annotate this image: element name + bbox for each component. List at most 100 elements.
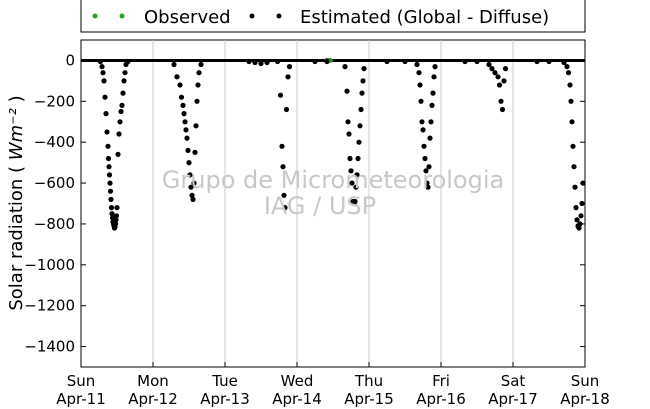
point-estimated — [99, 64, 105, 70]
point-estimated — [125, 58, 131, 65]
point-estimated — [113, 217, 119, 223]
point-estimated — [429, 102, 435, 108]
x-tick-label-date: Apr-13 — [200, 390, 250, 408]
point-estimated — [286, 64, 293, 70]
point-estimated — [193, 123, 199, 129]
point-estimated — [189, 192, 195, 198]
point-estimated — [186, 160, 192, 166]
point-estimated — [474, 58, 480, 65]
point-estimated — [384, 58, 390, 65]
point-estimated — [564, 64, 570, 70]
point-estimated — [492, 70, 498, 76]
point-estimated — [116, 131, 122, 137]
watermark-logo: Grupo de Micrometeorologia IAG / USP — [162, 166, 504, 220]
point-estimated — [118, 108, 124, 115]
point-estimated — [174, 74, 180, 80]
point-estimated — [346, 131, 352, 137]
point-estimated — [281, 192, 287, 198]
point-estimated — [570, 143, 576, 149]
x-tick-label-day: Fri — [432, 372, 450, 390]
point-estimated — [571, 164, 577, 170]
point-estimated — [283, 106, 290, 113]
point-estimated — [195, 82, 201, 88]
point-estimated — [360, 78, 366, 84]
point-estimated — [188, 184, 194, 190]
point-estimated — [345, 119, 351, 125]
y-axis-unit: Wm⁻² — [6, 108, 27, 160]
point-estimated — [180, 102, 186, 108]
point-estimated — [274, 58, 281, 65]
point-estimated — [198, 61, 204, 68]
point-estimated — [112, 221, 119, 227]
svg-text:Grupo de Micrometeorologia: Grupo de Micrometeorologia — [162, 166, 504, 194]
point-estimated — [430, 90, 436, 96]
point-estimated — [107, 188, 114, 194]
x-tick-label-day: Tue — [211, 372, 238, 390]
point-estimated — [97, 58, 104, 65]
svg-text:IAG / USP: IAG / USP — [264, 192, 376, 220]
point-estimated — [423, 168, 429, 174]
point-estimated — [422, 155, 428, 162]
point-estimated — [502, 66, 509, 72]
point-estimated — [425, 184, 431, 190]
point-estimated — [420, 127, 426, 133]
legend-box — [80, 0, 586, 33]
point-estimated — [427, 135, 433, 141]
point-estimated — [107, 180, 113, 186]
data-points — [97, 57, 586, 231]
point-estimated — [462, 58, 468, 65]
legend-marker-estimated — [249, 13, 255, 19]
point-estimated — [499, 106, 506, 113]
point-estimated — [353, 184, 359, 190]
point-estimated — [426, 164, 432, 170]
y-tick-label: −800 — [34, 215, 75, 233]
point-estimated — [565, 70, 572, 76]
x-tick-label-day: Sat — [501, 372, 526, 390]
point-estimated — [496, 82, 503, 88]
point-estimated — [187, 172, 193, 178]
point-estimated — [495, 74, 501, 80]
point-estimated — [104, 129, 110, 135]
legend: Observed Estimated (Global - Diffuse) — [80, 0, 586, 33]
point-estimated — [121, 78, 127, 84]
point-estimated — [103, 111, 109, 117]
point-estimated — [119, 102, 125, 108]
y-tick-label: −600 — [34, 174, 75, 192]
point-estimated — [428, 119, 434, 125]
x-tick-label-day: Sun — [67, 372, 96, 390]
point-estimated — [347, 155, 353, 162]
y-tick-label: −400 — [34, 133, 75, 151]
point-estimated — [106, 172, 113, 178]
point-estimated — [572, 184, 578, 190]
y-axis-label-open: ( — [6, 166, 27, 173]
point-estimated — [501, 78, 507, 84]
point-estimated — [342, 64, 348, 70]
x-tick-label-date: Apr-18 — [560, 390, 610, 408]
point-estimated — [414, 61, 420, 68]
point-estimated — [312, 58, 318, 65]
point-estimated — [358, 106, 364, 113]
point-estimated — [285, 74, 291, 80]
point-estimated — [181, 111, 187, 117]
legend-marker-observed — [92, 13, 98, 19]
point-estimated — [191, 180, 197, 186]
point-estimated — [177, 82, 183, 88]
point-estimated — [359, 90, 365, 96]
point-estimated — [277, 92, 284, 98]
x-tick-label-day: Mon — [137, 372, 169, 390]
point-estimated — [194, 98, 200, 104]
point-estimated — [357, 123, 363, 129]
point-estimated — [246, 58, 252, 65]
point-estimated — [192, 149, 198, 155]
x-tick-label-date: Apr-15 — [344, 390, 394, 408]
x-tick-label-date: Apr-12 — [128, 390, 178, 408]
y-tick-label: −1000 — [24, 256, 75, 274]
point-estimated — [282, 205, 288, 211]
y-tick-label: −200 — [34, 92, 75, 110]
point-estimated — [546, 58, 552, 65]
point-estimated — [402, 58, 408, 65]
point-estimated — [355, 155, 361, 162]
point-estimated — [115, 151, 121, 157]
point-estimated — [106, 164, 112, 170]
